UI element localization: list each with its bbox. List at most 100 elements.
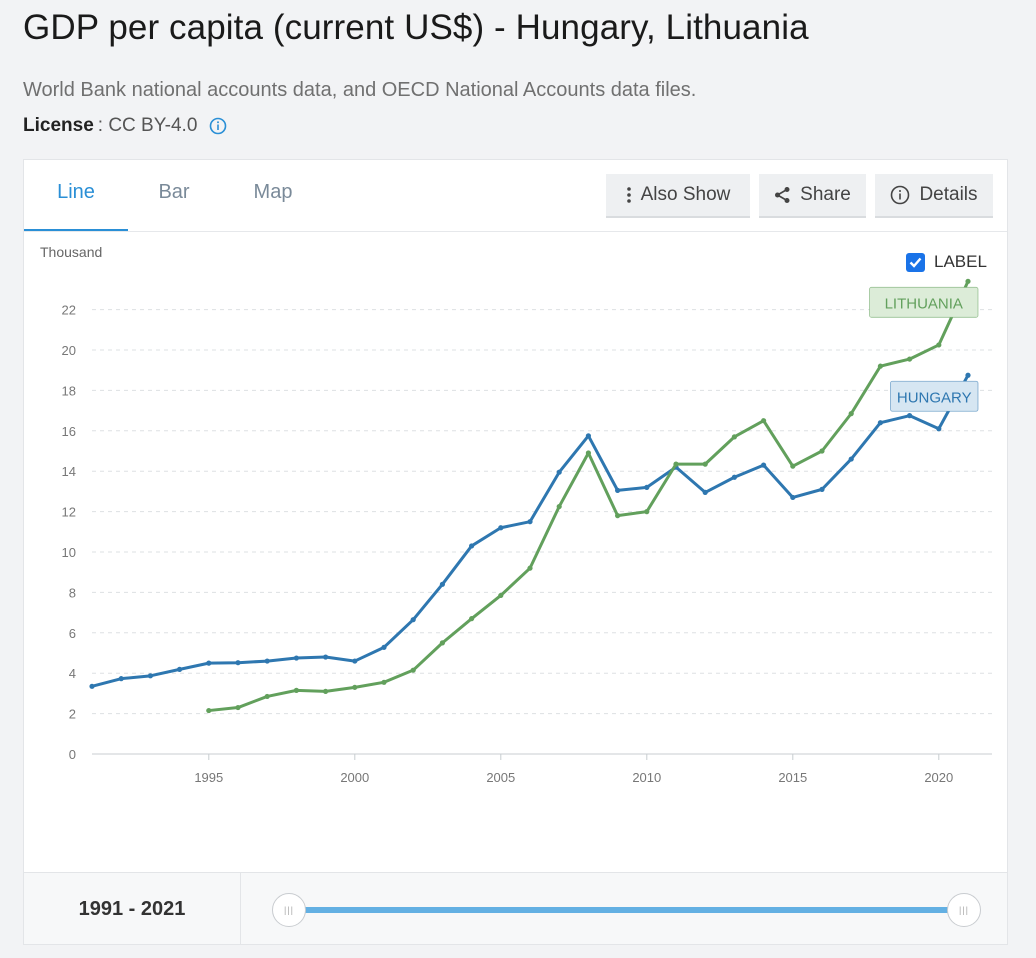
range-slider-track[interactable] [290,907,962,913]
data-point-hungary [177,666,183,672]
data-point-lithuania [439,640,445,646]
x-tick-label: 2020 [924,770,953,785]
data-point-hungary [965,372,971,378]
x-tick-label: 2015 [778,770,807,785]
data-point-hungary [498,525,504,531]
data-point-lithuania [410,667,416,673]
data-point-hungary [761,462,767,468]
data-point-lithuania [352,684,358,690]
data-point-lithuania [293,687,299,693]
y-tick-label: 22 [62,303,76,318]
license-label: License [23,115,94,136]
range-slider-end-handle[interactable]: ||| [947,893,981,927]
data-point-hungary [469,543,475,549]
also-show-label: Also Show [640,184,731,205]
y-tick-label: 18 [62,383,76,398]
data-point-lithuania [264,693,270,700]
range-divider [240,873,241,945]
x-tick-label: 2005 [486,770,515,785]
data-point-hungary [702,489,708,496]
y-unit-label: Thousand [40,244,102,260]
data-point-lithuania [936,342,942,348]
data-point-lithuania [235,704,241,711]
range-footer: 1991 - 2021 ||| ||| [24,872,1007,945]
x-tick-label: 2000 [340,770,369,785]
data-point-hungary [585,433,592,439]
data-point-lithuania [702,461,708,467]
tab-divider [24,231,1007,232]
also-show-button[interactable]: Also Show [606,174,750,218]
data-point-hungary [527,519,533,525]
data-point-lithuania [381,679,387,685]
license-line: License : CC BY-4.0 [23,115,227,137]
data-point-lithuania [790,463,796,469]
y-tick-label: 12 [62,505,76,520]
data-point-hungary [293,655,299,661]
data-point-lithuania [206,707,212,714]
label-toggle-text: LABEL [934,252,987,271]
tab-line[interactable]: Line [24,160,128,232]
data-point-hungary [819,486,825,492]
data-point-lithuania [644,509,650,515]
tab-bar[interactable]: Bar [158,181,190,203]
line-chart: Thousand 0 2 4 6 8 10 12 14 16 18 20 22 1995 2000 2005 2… [40,244,992,785]
data-point-hungary [235,660,241,666]
chart-card: Line Bar Map Also Show Share Details Tho… [23,159,1008,945]
data-point-hungary [147,673,153,679]
data-point-hungary [410,617,416,623]
license-value: : CC BY-4.0 [97,115,198,136]
tab-map[interactable]: Map [253,181,293,203]
y-tick-label: 10 [62,545,76,560]
y-tick-label: 8 [69,585,76,600]
y-tick-label: 20 [62,343,76,358]
data-point-lithuania [615,513,621,519]
data-point-hungary [556,469,562,475]
series-label-box-hungary [890,380,979,412]
data-point-lithuania [556,503,562,510]
data-point-hungary [731,474,738,480]
series-line-hungary [91,374,970,688]
data-source: World Bank national accounts data, and O… [23,79,697,101]
y-tick-label: 2 [69,707,76,722]
data-point-lithuania [819,448,825,454]
data-point-hungary [381,644,387,650]
data-point-hungary [936,426,942,432]
share-button[interactable]: Share [759,174,866,218]
data-point-hungary [848,456,854,462]
data-point-lithuania [848,411,854,417]
x-tick-label: 1995 [194,770,223,785]
info-icon[interactable] [209,117,227,135]
data-point-lithuania [469,616,475,622]
data-point-lithuania [673,461,679,467]
details-button[interactable]: Details [875,174,993,218]
data-point-hungary [439,581,445,587]
checkmark-icon [909,257,922,268]
label-toggle[interactable]: LABEL [906,252,987,272]
y-tick-label: 0 [69,747,76,762]
data-point-hungary [206,660,212,666]
data-point-hungary [644,484,650,490]
x-tick-label: 2010 [632,770,661,785]
series-line-lithuania [208,280,970,713]
data-point-lithuania [323,688,329,694]
series-label-lithuania: LITHUANIA [885,295,963,312]
info-circle-icon [891,185,910,205]
y-tick-label: 16 [62,424,76,439]
more-vertical-icon [626,187,631,203]
range-text: 1991 - 2021 [78,898,186,920]
series-label-hungary: HUNGARY [897,389,972,406]
share-label: Share [800,184,851,205]
data-point-hungary [790,494,796,501]
series-label-box-lithuania [869,286,979,318]
data-point-lithuania [498,592,504,599]
data-point-hungary [615,487,621,493]
data-point-hungary [89,683,95,689]
data-point-lithuania [527,565,533,571]
data-point-lithuania [907,356,913,362]
data-point-hungary [907,413,913,419]
y-tick-label: 14 [62,464,76,479]
data-point-lithuania [585,450,592,456]
data-point-lithuania [965,278,971,284]
range-slider-start-handle[interactable]: ||| [272,893,306,927]
label-checkbox[interactable] [906,252,925,272]
